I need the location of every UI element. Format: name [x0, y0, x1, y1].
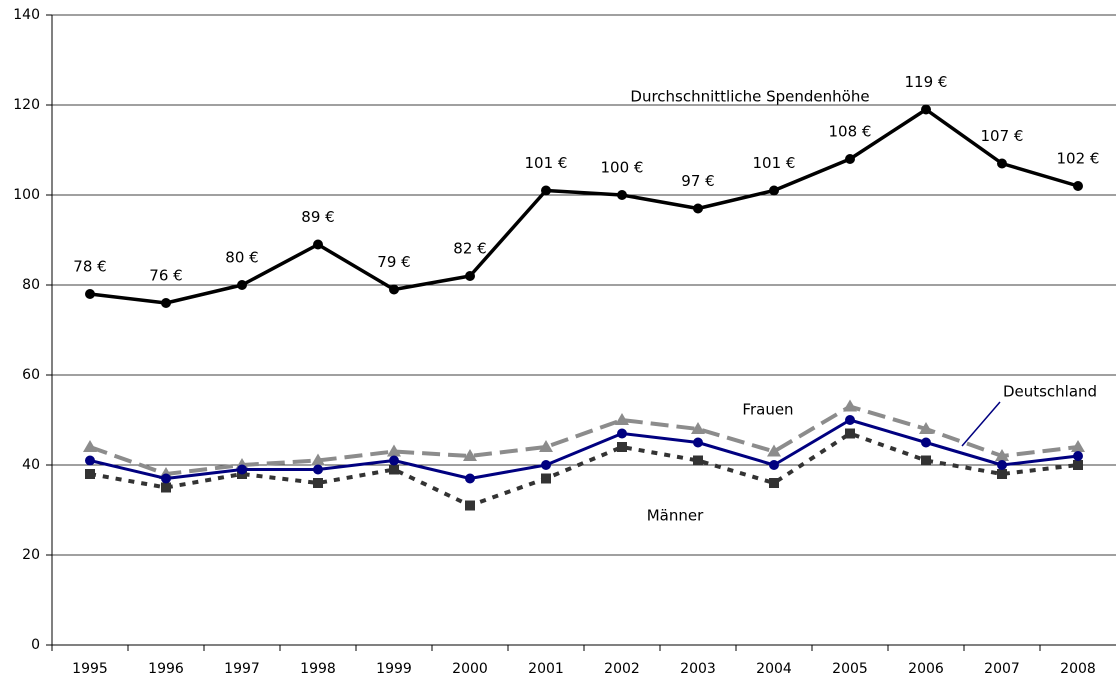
marker: [997, 158, 1007, 169]
value-label: 97 €: [681, 172, 714, 190]
value-label: 108 €: [829, 123, 872, 141]
value-label: 107 €: [981, 127, 1024, 145]
marker: [1073, 181, 1083, 191]
marker: [1073, 451, 1083, 461]
marker: [997, 469, 1007, 479]
value-label: 100 €: [601, 159, 644, 177]
marker: [161, 482, 171, 493]
series-label: Männer: [647, 507, 704, 525]
marker: [237, 464, 247, 475]
value-label: 82 €: [453, 240, 486, 258]
value-label: 119 €: [905, 73, 948, 91]
marker: [921, 437, 931, 448]
marker: [919, 422, 933, 434]
y-tick-label: 20: [22, 547, 40, 563]
marker: [767, 444, 781, 457]
x-tick-label: 2002: [604, 661, 640, 677]
x-tick-label: 2005: [832, 661, 868, 677]
marker: [85, 455, 95, 466]
marker: [769, 185, 779, 196]
marker: [85, 289, 95, 299]
marker: [615, 413, 629, 425]
marker: [1071, 440, 1085, 452]
marker: [845, 415, 855, 425]
x-tick-label: 1996: [148, 661, 184, 677]
marker: [313, 478, 323, 488]
series-line: [89, 404, 1079, 476]
marker: [237, 280, 247, 290]
marker: [83, 440, 97, 452]
y-tick-label: 40: [22, 457, 40, 473]
marker: [845, 154, 855, 164]
y-tick-label: 140: [13, 7, 40, 23]
y-tick-label: 0: [31, 637, 40, 653]
x-tick-label: 2004: [756, 661, 792, 677]
x-tick-label: 1998: [300, 661, 336, 677]
value-label: 79 €: [377, 253, 410, 271]
marker: [389, 464, 399, 475]
marker: [693, 437, 703, 448]
marker: [617, 190, 627, 200]
value-label: 102 €: [1057, 150, 1100, 168]
x-tick-label: 2006: [908, 661, 944, 677]
marker: [1073, 460, 1083, 470]
marker: [997, 460, 1007, 470]
y-tick-label: 100: [13, 187, 40, 203]
series-label: Frauen: [742, 401, 793, 419]
value-label: 101 €: [525, 154, 568, 172]
value-label: 76 €: [149, 267, 182, 285]
series-line: [89, 107, 1079, 305]
marker: [769, 460, 779, 470]
marker: [691, 422, 705, 434]
marker: [311, 453, 325, 466]
marker: [995, 449, 1009, 461]
x-tick-label: 1995: [72, 661, 108, 677]
marker: [465, 500, 475, 511]
marker: [617, 442, 627, 452]
leader-line: [961, 401, 1001, 447]
marker: [843, 399, 857, 412]
x-tick-label: 2008: [1060, 661, 1096, 677]
marker: [313, 464, 323, 475]
x-tick-label: 1999: [376, 661, 412, 677]
marker: [539, 440, 553, 452]
value-label: 89 €: [301, 208, 334, 226]
marker: [161, 298, 171, 308]
series-label: Durchschnittliche Spendenhöhe: [630, 88, 869, 106]
x-tick-label: 1997: [224, 661, 260, 677]
x-tick-label: 2007: [984, 661, 1020, 677]
marker: [389, 284, 399, 295]
y-tick-label: 80: [22, 277, 40, 293]
marker: [463, 449, 477, 461]
marker: [921, 455, 931, 466]
y-tick-label: 120: [13, 97, 40, 113]
value-label: 78 €: [73, 258, 106, 276]
marker: [693, 203, 703, 214]
marker: [465, 271, 475, 281]
value-label: 80 €: [225, 249, 258, 267]
marker: [389, 455, 399, 466]
y-tick-label: 60: [22, 367, 40, 383]
marker: [845, 428, 855, 439]
marker: [769, 478, 779, 488]
marker: [541, 460, 551, 470]
marker: [313, 239, 323, 250]
marker: [541, 473, 551, 484]
marker: [921, 104, 931, 115]
series-label: Deutschland: [1003, 383, 1097, 401]
marker: [161, 473, 171, 484]
marker: [617, 428, 627, 439]
series-line: [89, 418, 1079, 480]
marker: [387, 444, 401, 457]
value-label: 101 €: [753, 154, 796, 172]
marker: [85, 469, 95, 479]
marker: [693, 455, 703, 466]
marker: [541, 185, 551, 196]
x-tick-label: 2000: [452, 661, 488, 677]
marker: [465, 473, 475, 484]
x-tick-label: 2003: [680, 661, 716, 677]
x-tick-label: 2001: [528, 661, 564, 677]
